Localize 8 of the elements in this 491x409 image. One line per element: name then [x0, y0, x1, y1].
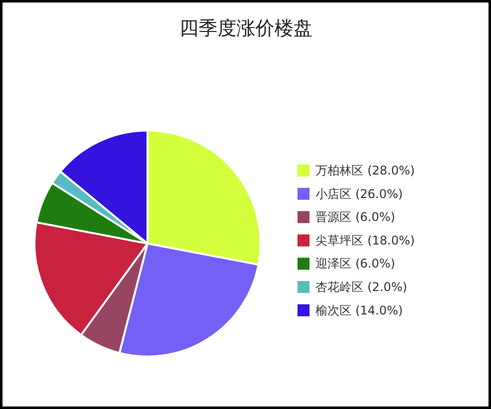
legend-label: 万柏林区 (28.0%) [316, 164, 415, 178]
legend-label: 尖草坪区 (18.0%) [316, 233, 415, 248]
legend-label: 榆次区 (14.0%) [316, 303, 403, 318]
legend-label: 杏花岭区 (2.0%) [316, 280, 408, 294]
legend-label: 迎泽区 (6.0%) [316, 256, 396, 271]
legend-label: 晋源区 (6.0%) [316, 210, 396, 224]
chart-title: 四季度涨价楼盘 [180, 18, 312, 40]
legend-label: 小店区 (26.0%) [316, 186, 403, 201]
